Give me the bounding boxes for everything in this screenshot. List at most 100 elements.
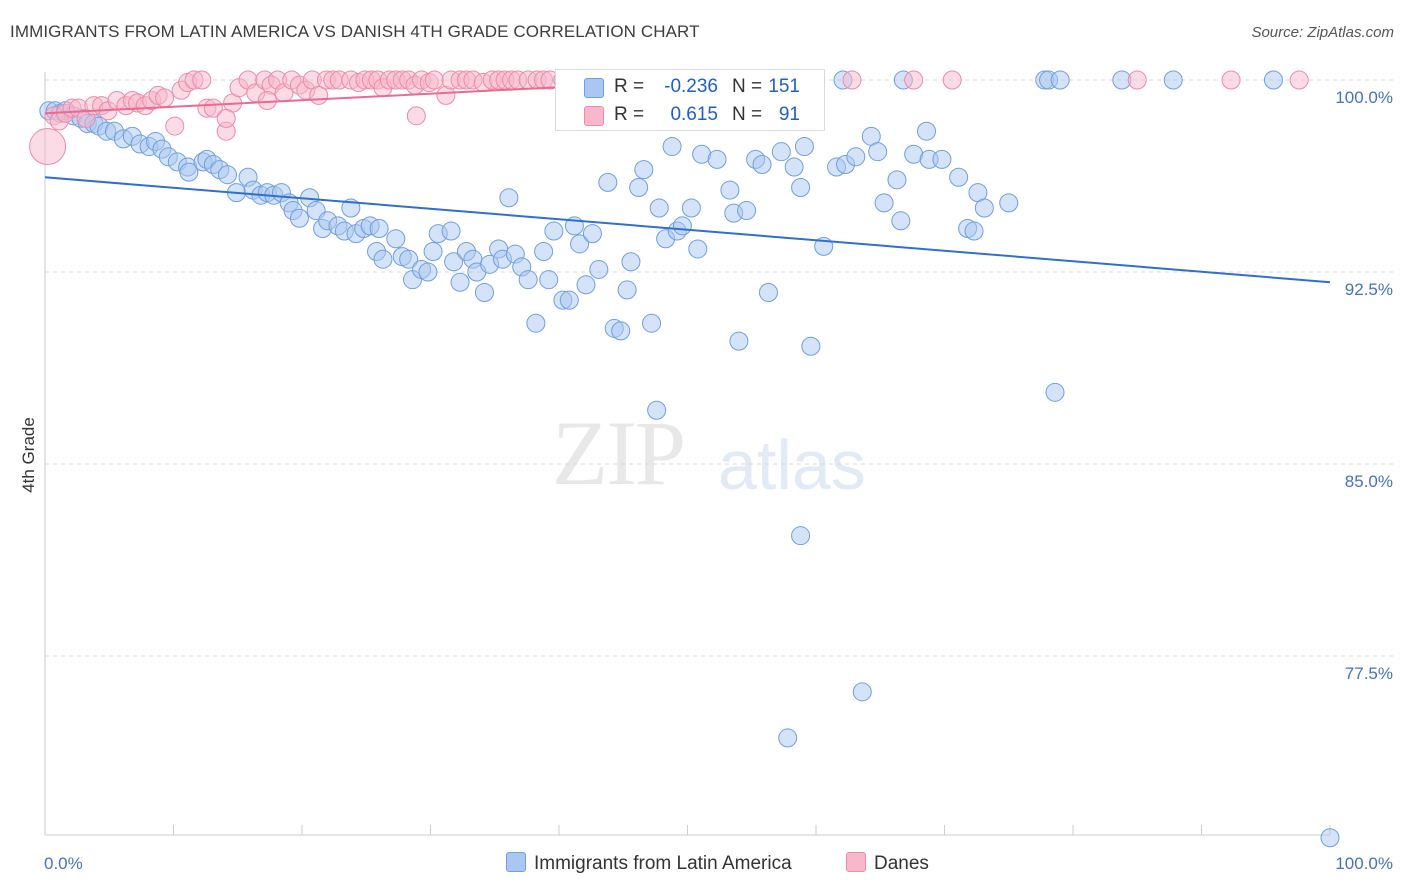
latin-america-point[interactable] — [559, 290, 579, 310]
danes-point[interactable] — [1289, 70, 1309, 90]
latin-america-point[interactable] — [598, 172, 618, 192]
latin-america-point[interactable] — [874, 193, 894, 213]
latin-america-point[interactable] — [647, 400, 667, 420]
latin-america-point[interactable] — [526, 313, 546, 333]
latin-america-point[interactable] — [868, 142, 888, 162]
legend-swatch-blue — [584, 78, 604, 98]
latin-america-point[interactable] — [974, 198, 994, 218]
latin-america-point[interactable] — [386, 229, 406, 249]
danes-point[interactable] — [257, 90, 277, 110]
y-tick-label-3: 77.5% — [1345, 664, 1393, 683]
watermark-atlas: atlas — [718, 426, 866, 504]
latin-america-point[interactable] — [450, 272, 470, 292]
latin-america-point[interactable] — [589, 259, 609, 279]
latin-america-point[interactable] — [179, 162, 199, 182]
latin-america-point[interactable] — [1263, 70, 1283, 90]
latin-america-point[interactable] — [771, 142, 791, 162]
latin-america-point[interactable] — [289, 208, 309, 228]
latin-america-point[interactable] — [801, 336, 821, 356]
latin-america-point[interactable] — [794, 137, 814, 157]
latin-america-point[interactable] — [518, 270, 538, 290]
latin-america-point[interactable] — [791, 526, 811, 546]
latin-america-point[interactable] — [621, 252, 641, 272]
latin-america-point[interactable] — [846, 147, 866, 167]
latin-america-point[interactable] — [891, 211, 911, 231]
y-tick-label-0: 100.0% — [1335, 88, 1393, 107]
danes-point[interactable] — [165, 116, 185, 136]
latin-america-point[interactable] — [570, 234, 590, 254]
danes-point[interactable] — [29, 128, 67, 166]
latin-america-point[interactable] — [778, 728, 798, 748]
latin-america-point[interactable] — [932, 149, 952, 169]
latin-america-point[interactable] — [539, 270, 559, 290]
latin-america-point[interactable] — [852, 682, 872, 702]
danes-point[interactable] — [406, 106, 426, 126]
danes-point[interactable] — [942, 70, 962, 90]
legend-swatch-blue — [506, 852, 526, 872]
latin-america-point[interactable] — [917, 121, 937, 141]
latin-america-point[interactable] — [720, 180, 740, 200]
x-ticks — [44, 825, 1331, 835]
bottom-legend-latin-america[interactable]: Immigrants from Latin America — [506, 852, 792, 875]
legend-row-latin-america: R = -0.236 N = 151 — [556, 73, 824, 101]
latin-america-point[interactable] — [611, 321, 631, 341]
watermark-zip: ZIP — [552, 402, 686, 504]
latin-america-point[interactable] — [617, 280, 637, 300]
latin-america-point[interactable] — [499, 188, 519, 208]
latin-america-point[interactable] — [737, 201, 757, 221]
bottom-legend-danes[interactable]: Danes — [846, 852, 929, 875]
latin-america-point[interactable] — [642, 313, 662, 333]
latin-america-point[interactable] — [544, 221, 564, 241]
latin-america-point[interactable] — [634, 160, 654, 180]
latin-america-point[interactable] — [474, 282, 494, 302]
danes-point[interactable] — [1221, 70, 1241, 90]
latin-america-point[interactable] — [418, 262, 438, 282]
latin-america-point[interactable] — [576, 275, 596, 295]
latin-america-point[interactable] — [582, 224, 602, 244]
legend-r-label: R = — [614, 76, 645, 97]
latin-america-point[interactable] — [999, 193, 1019, 213]
latin-america-point[interactable] — [1045, 382, 1065, 402]
latin-america-point[interactable] — [752, 154, 772, 174]
latin-america-point[interactable] — [887, 170, 907, 190]
latin-america-point[interactable] — [729, 331, 749, 351]
latin-america-point[interactable] — [399, 249, 419, 269]
latin-america-point[interactable] — [707, 149, 727, 169]
x-tick-label-max: 100.0% — [1335, 854, 1393, 873]
latin-america-point[interactable] — [649, 198, 669, 218]
legend-row-danes: R = 0.615 N = 91 — [556, 101, 824, 129]
legend-r-value: 0.615 — [670, 104, 718, 125]
latin-america-point[interactable] — [791, 178, 811, 198]
danes-point[interactable] — [424, 70, 444, 90]
danes-point[interactable] — [155, 88, 175, 108]
latin-america-point[interactable] — [629, 178, 649, 198]
legend-n-value: 151 — [768, 76, 800, 97]
latin-america-point[interactable] — [1163, 70, 1183, 90]
latin-america-point[interactable] — [681, 198, 701, 218]
danes-point[interactable] — [1127, 70, 1147, 90]
y-tick-label-1: 92.5% — [1345, 280, 1393, 299]
latin-america-point[interactable] — [534, 242, 554, 262]
danes-point[interactable] — [216, 108, 236, 128]
latin-america-point[interactable] — [441, 221, 461, 241]
latin-america-point[interactable] — [784, 157, 804, 177]
latin-america-point[interactable] — [423, 242, 443, 262]
legend-n-value: 91 — [778, 104, 800, 125]
latin-america-point[interactable] — [672, 216, 692, 236]
latin-america-point[interactable] — [662, 137, 682, 157]
latin-america-point[interactable] — [1320, 828, 1340, 848]
danes-point[interactable] — [192, 70, 212, 90]
latin-america-point[interactable] — [1050, 70, 1070, 90]
latin-america-point[interactable] — [758, 282, 778, 302]
latin-america-point[interactable] — [444, 252, 464, 272]
latin-america-point[interactable] — [688, 239, 708, 259]
latin-america-point[interactable] — [949, 167, 969, 187]
latin-america-point[interactable] — [217, 165, 237, 185]
latin-america-point[interactable] — [369, 218, 389, 238]
danes-point[interactable] — [842, 70, 862, 90]
latin-america-point[interactable] — [373, 249, 393, 269]
correlation-legend: R = -0.236 N = 151 R = 0.615 N = 91 — [555, 69, 825, 131]
latin-america-point[interactable] — [964, 221, 984, 241]
danes-point[interactable] — [904, 70, 924, 90]
trend-line-latin-america — [44, 176, 1331, 284]
